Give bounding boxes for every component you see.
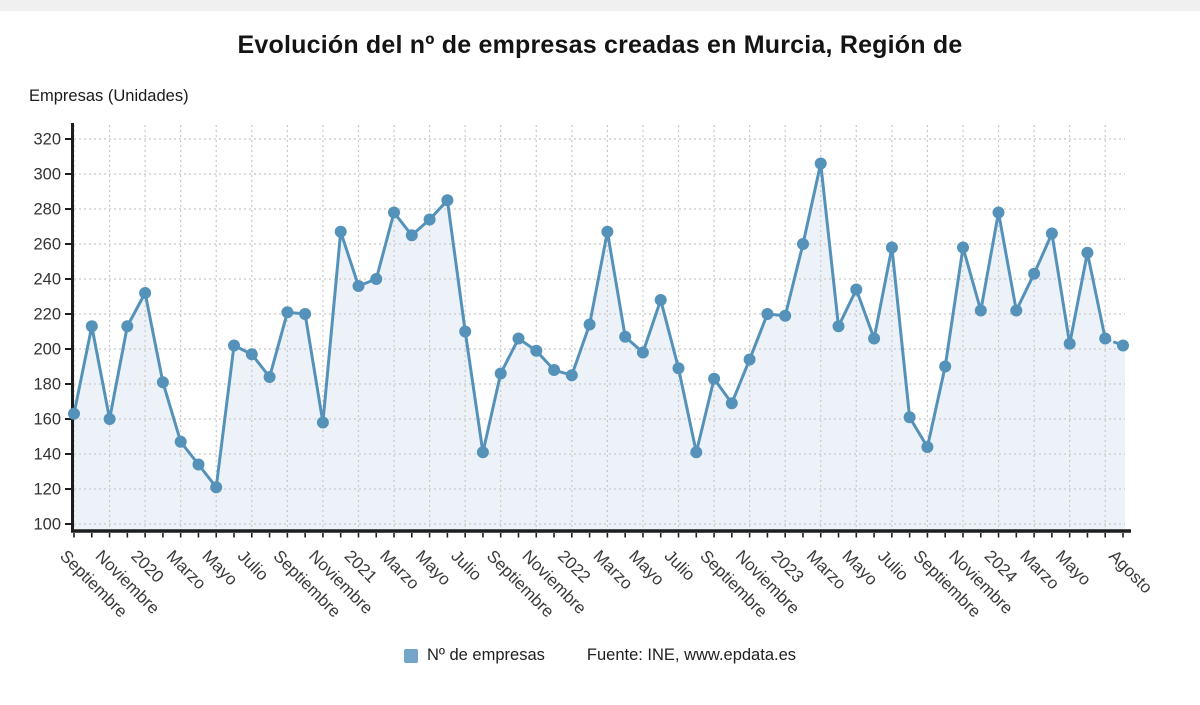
- x-tick-label: Marzo: [1016, 546, 1063, 593]
- x-tick-label: Marzo: [590, 546, 637, 593]
- data-point: [619, 330, 632, 343]
- data-point: [1063, 337, 1076, 350]
- data-point: [672, 362, 685, 375]
- data-point: [530, 344, 543, 357]
- data-point: [690, 446, 703, 459]
- data-point: [68, 407, 80, 420]
- tick-marks: [65, 138, 1124, 538]
- data-point: [636, 346, 649, 359]
- y-tick-label: 140: [33, 446, 61, 464]
- x-tick-label: Julio: [874, 546, 912, 584]
- data-point: [85, 320, 98, 333]
- data-point: [885, 241, 898, 254]
- data-point: [388, 206, 400, 219]
- data-point: [156, 376, 169, 389]
- x-tick-label: Marzo: [803, 546, 850, 593]
- data-point: [352, 280, 365, 292]
- data-point: [939, 360, 952, 373]
- data-point: [370, 273, 383, 285]
- data-point: [868, 332, 881, 345]
- y-tick-label: 320: [33, 131, 61, 149]
- data-point: [565, 369, 578, 382]
- data-point: [423, 213, 436, 226]
- data-point: [974, 304, 987, 317]
- data-point: [441, 194, 454, 207]
- x-tick-label: Marzo: [163, 546, 210, 593]
- data-point: [1117, 339, 1129, 352]
- source-text: Fuente: INE, www.epdata.es: [586, 646, 797, 664]
- data-point: [1045, 227, 1058, 240]
- y-tick-label: 220: [33, 306, 61, 324]
- data-point: [334, 225, 347, 238]
- data-point: [1099, 332, 1112, 345]
- axes: [71, 123, 1131, 533]
- data-point: [1010, 304, 1023, 317]
- y-tick-label: 200: [33, 341, 61, 359]
- data-point: [725, 397, 738, 410]
- chart-footer: Nº de empresas Fuente: INE, www.epdata.e…: [0, 646, 1200, 665]
- data-point: [263, 371, 276, 383]
- x-tick-label: Julio: [661, 546, 699, 584]
- data-point: [192, 458, 205, 471]
- legend-label: Nº de empresas: [426, 646, 545, 664]
- data-point: [797, 238, 809, 250]
- data-point: [405, 229, 418, 242]
- data-point: [957, 241, 969, 254]
- data-point: [832, 320, 845, 333]
- data-point: [548, 364, 561, 376]
- data-point: [903, 411, 916, 424]
- data-point: [174, 435, 187, 448]
- data-point: [476, 446, 489, 459]
- y-tick-label: 120: [33, 481, 61, 499]
- area-fill: [74, 163, 1125, 531]
- data-point: [228, 339, 240, 352]
- data-point: [299, 308, 312, 320]
- data-point: [921, 441, 934, 453]
- data-point: [850, 283, 863, 296]
- legend-item: Nº de empresas: [403, 646, 545, 665]
- x-tick-label: Marzo: [376, 546, 423, 593]
- x-tick-label: Julio: [234, 546, 272, 584]
- data-point: [512, 332, 525, 345]
- data-point: [761, 308, 774, 320]
- data-point: [708, 372, 721, 385]
- data-point: [494, 367, 507, 380]
- top-strip: [0, 0, 1200, 11]
- data-point: [1028, 267, 1041, 280]
- data-point: [583, 318, 596, 331]
- y-tick-label: 160: [33, 411, 61, 429]
- y-tick-label: 180: [33, 376, 61, 394]
- data-point: [743, 353, 756, 366]
- data-point: [281, 306, 294, 319]
- y-axis-title: Empresas (Unidades): [29, 87, 189, 105]
- data-point: [1081, 246, 1094, 259]
- y-tick-label: 240: [33, 271, 61, 289]
- data-point: [121, 320, 134, 333]
- data-point: [601, 225, 614, 238]
- legend-swatch-icon: [403, 648, 418, 663]
- y-tick-label: 300: [33, 166, 61, 184]
- data-point: [245, 348, 258, 361]
- data-point: [459, 325, 472, 338]
- data-point: [316, 416, 329, 429]
- data-points: [68, 157, 1129, 494]
- data-point: [992, 206, 1005, 219]
- data-point: [779, 309, 792, 322]
- y-tick-label: 100: [33, 516, 61, 534]
- x-tick-label: Agosto: [1105, 546, 1156, 597]
- data-point: [814, 157, 827, 170]
- data-point: [139, 287, 152, 299]
- y-tick-label: 260: [33, 236, 61, 254]
- data-point: [654, 294, 667, 306]
- data-point: [103, 413, 116, 425]
- x-tick-label: Julio: [447, 546, 485, 584]
- data-point: [210, 481, 223, 494]
- chart-title: Evolución del nº de empresas creadas en …: [237, 31, 963, 59]
- y-tick-label: 280: [33, 201, 61, 219]
